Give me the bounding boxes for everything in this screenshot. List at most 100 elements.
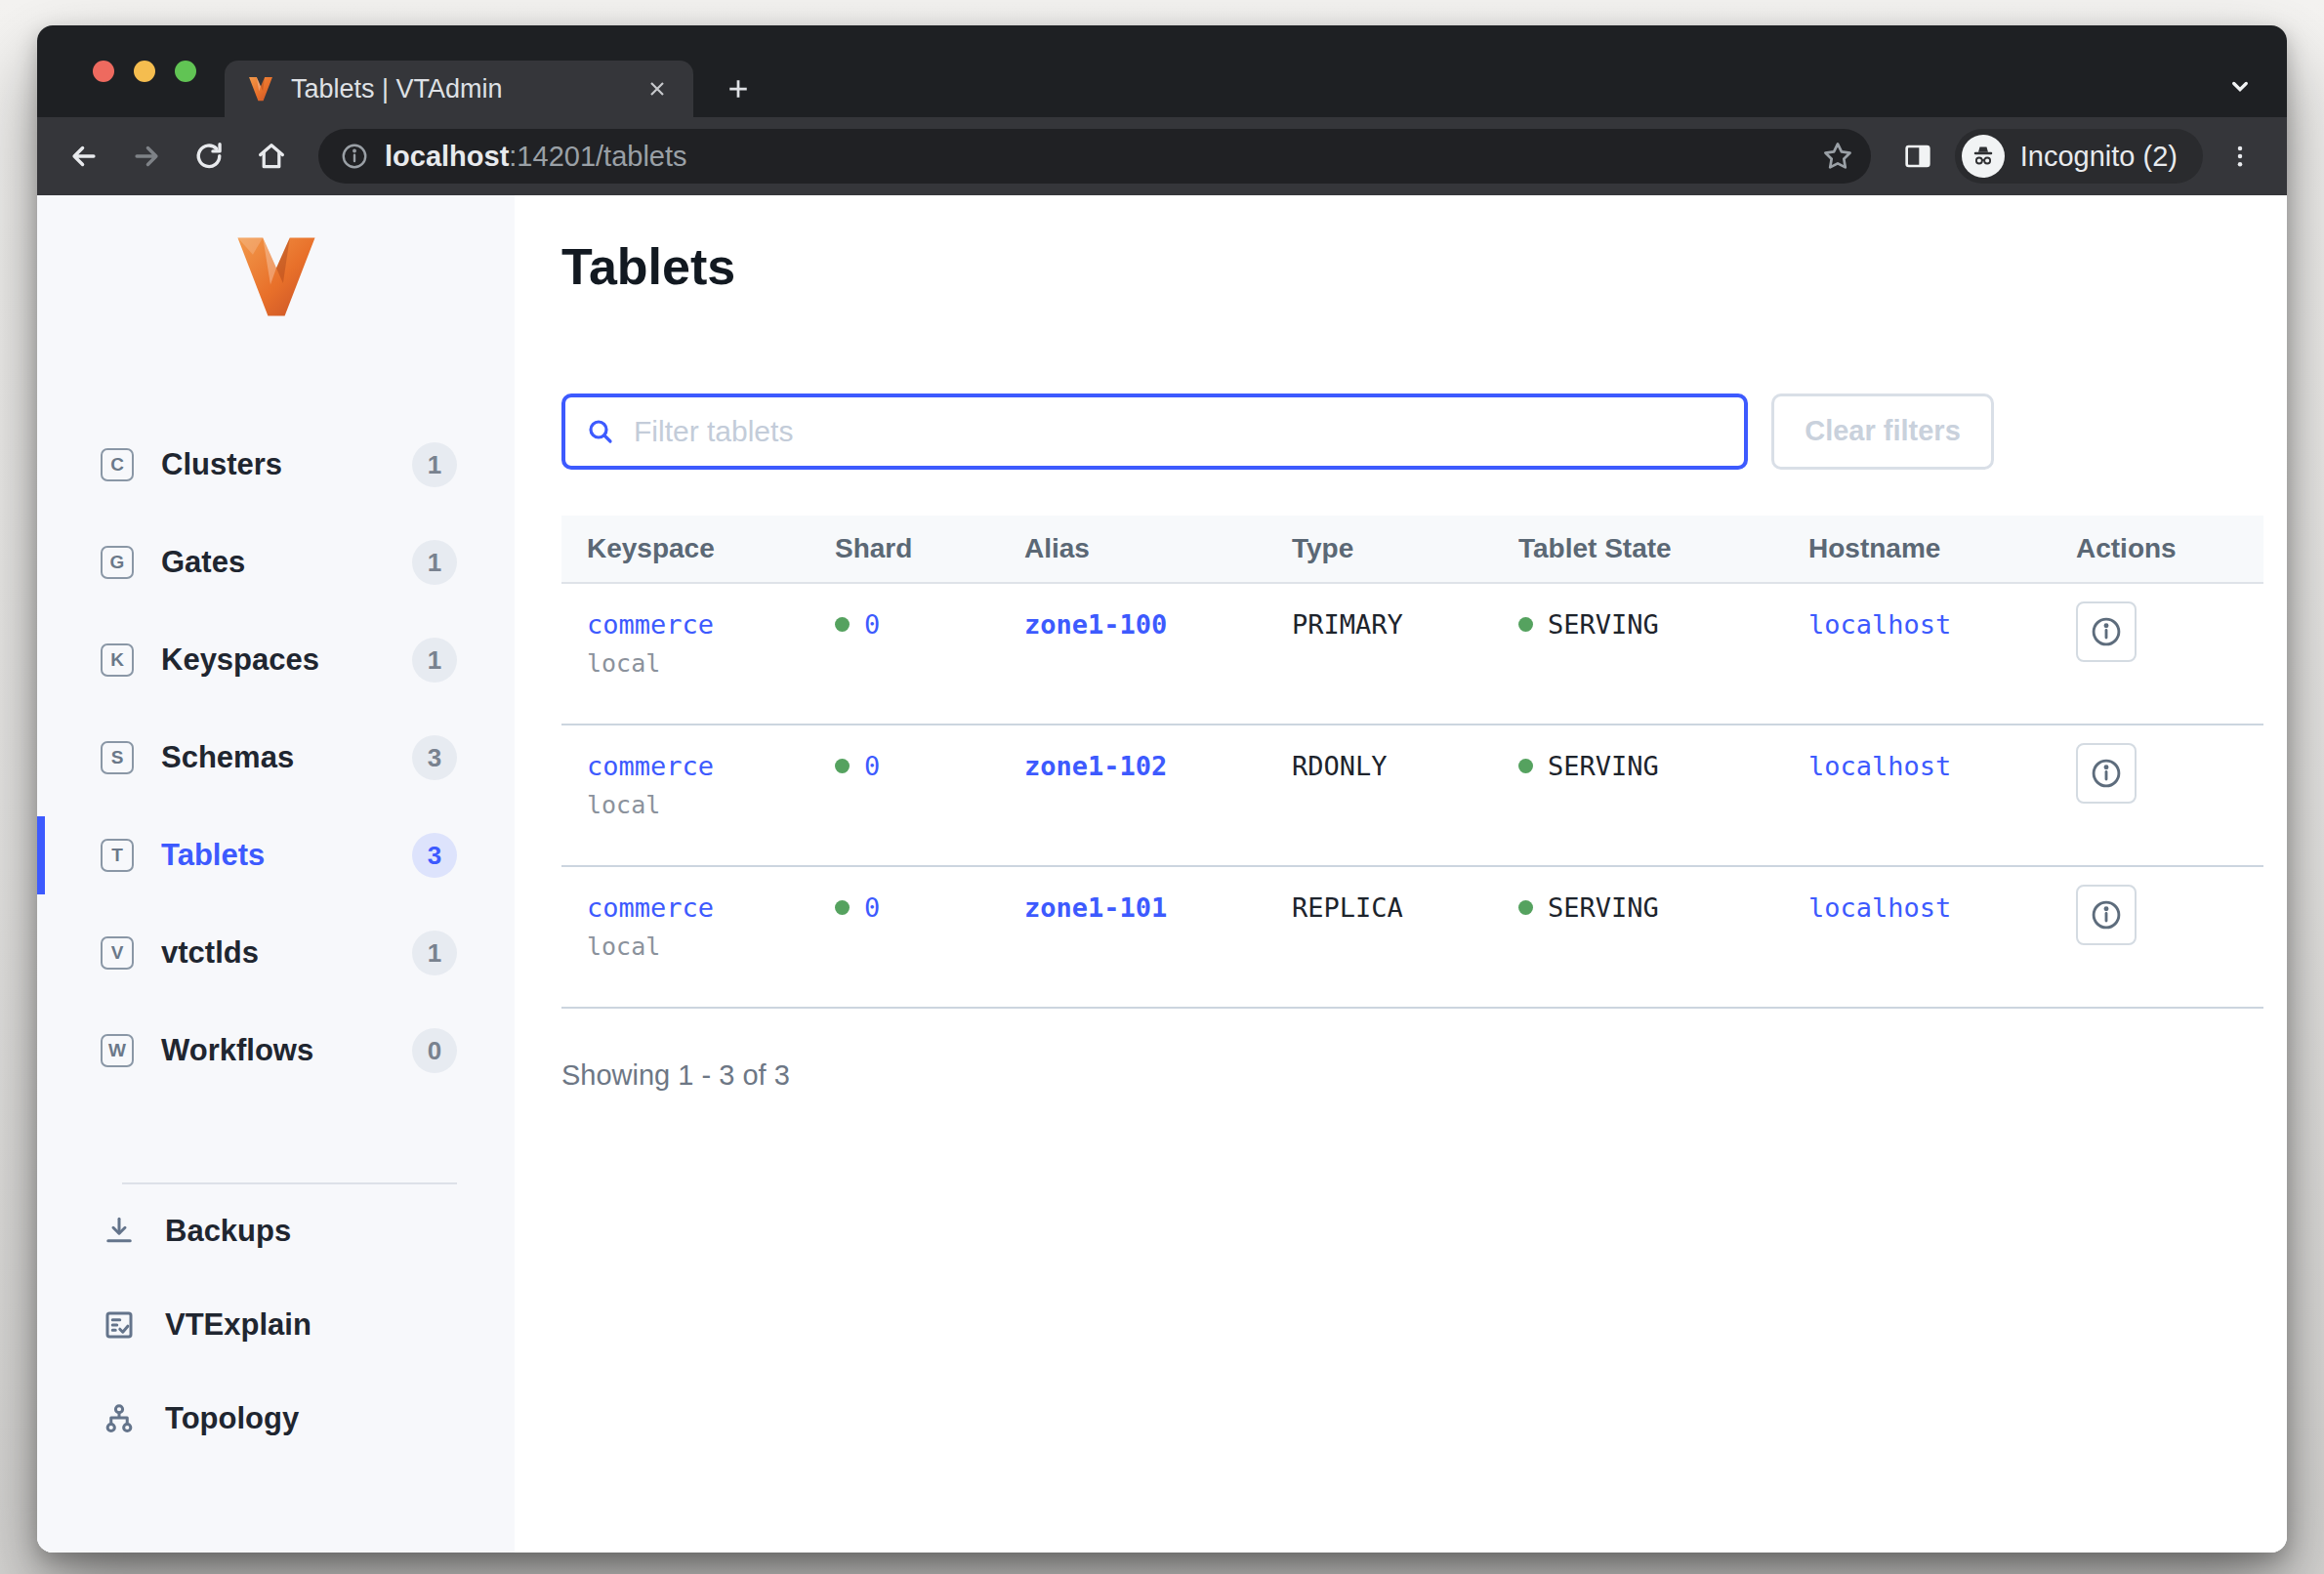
- tablets-letter-icon: T: [101, 839, 134, 872]
- table-row: commerce local 0 zone1-101 REPLICA SERVI…: [561, 867, 2263, 1009]
- tab-bar: Tablets | VTAdmin: [37, 25, 2287, 117]
- forward-icon[interactable]: [121, 131, 172, 182]
- sidebar-item-clusters[interactable]: C Clusters 1: [37, 416, 515, 514]
- sidebar-item-schemas[interactable]: S Schemas 3: [37, 709, 515, 807]
- minimize-window-button[interactable]: [134, 61, 155, 82]
- browser-menu-icon[interactable]: [2215, 131, 2265, 182]
- hostname-link[interactable]: localhost: [1808, 751, 2076, 781]
- shard-cell: 0: [835, 751, 1024, 781]
- sidebar-item-tablets[interactable]: T Tablets 3: [37, 807, 515, 904]
- clear-filters-button[interactable]: Clear filters: [1771, 394, 1994, 470]
- cluster-name: local: [587, 649, 835, 678]
- vitess-favicon-icon: [248, 76, 273, 102]
- cluster-name: local: [587, 932, 835, 961]
- shard-status-dot: [835, 759, 850, 773]
- site-info-icon[interactable]: [340, 142, 369, 171]
- close-window-button[interactable]: [93, 61, 114, 82]
- tablet-state-cell: SERVING: [1518, 751, 1808, 781]
- alias-link[interactable]: zone1-100: [1024, 609, 1292, 640]
- keyspace-link[interactable]: commerce: [587, 751, 835, 781]
- shard-link[interactable]: 0: [864, 609, 880, 640]
- search-icon: [585, 416, 616, 447]
- sidebar-item-label: Backups: [165, 1214, 291, 1249]
- new-tab-button[interactable]: [717, 67, 760, 110]
- table-row: commerce local 0 zone1-100 PRIMARY SERVI…: [561, 584, 2263, 725]
- tablet-info-button[interactable]: [2076, 601, 2137, 662]
- browser-window: Tablets | VTAdmin: [37, 25, 2287, 1553]
- column-header-keyspace: Keyspace: [587, 533, 835, 564]
- table-row: commerce local 0 zone1-102 RDONLY SERVIN…: [561, 725, 2263, 867]
- serving-status-dot: [1518, 900, 1533, 915]
- shard-cell: 0: [835, 892, 1024, 923]
- actions-cell: [2076, 892, 2263, 945]
- alias-link[interactable]: zone1-102: [1024, 751, 1292, 781]
- vtctlds-letter-icon: V: [101, 936, 134, 970]
- shard-cell: 0: [835, 609, 1024, 640]
- tab-search-chevron-icon[interactable]: [2220, 66, 2260, 105]
- table-header-row: Keyspace Shard Alias Type Tablet State H…: [561, 516, 2263, 584]
- keyspace-link[interactable]: commerce: [587, 609, 835, 640]
- topology-icon: [101, 1400, 138, 1437]
- sidebar-item-vtctlds[interactable]: V vtctlds 1: [37, 904, 515, 1002]
- sidebar-item-gates[interactable]: G Gates 1: [37, 514, 515, 611]
- shard-status-dot: [835, 617, 850, 632]
- bookmark-star-icon[interactable]: [1820, 139, 1855, 174]
- browser-tab[interactable]: Tablets | VTAdmin: [225, 61, 693, 117]
- main-panel: Tablets Clear filters Keyspace Shard A: [515, 195, 2287, 1553]
- column-header-type: Type: [1292, 533, 1518, 564]
- doc-check-icon: [101, 1306, 138, 1344]
- column-header-tablet-state: Tablet State: [1518, 533, 1808, 564]
- back-icon[interactable]: [59, 131, 109, 182]
- actions-cell: [2076, 609, 2263, 662]
- tab-close-icon[interactable]: [641, 72, 674, 105]
- count-badge: 1: [412, 442, 457, 487]
- url-bar[interactable]: localhost:14201/tablets: [318, 129, 1871, 184]
- reload-icon[interactable]: [184, 131, 234, 182]
- sidebar-item-backups[interactable]: Backups: [37, 1184, 515, 1278]
- tablet-info-button[interactable]: [2076, 743, 2137, 804]
- keyspace-cell: commerce local: [587, 609, 835, 678]
- sidebar-item-label: Tablets: [161, 838, 412, 873]
- sidebar-item-keyspaces[interactable]: K Keyspaces 1: [37, 611, 515, 709]
- hostname-link[interactable]: localhost: [1808, 892, 2076, 923]
- alias-link[interactable]: zone1-101: [1024, 892, 1292, 923]
- url-text: localhost:14201/tablets: [385, 141, 687, 173]
- tablet-type: PRIMARY: [1292, 609, 1518, 640]
- actions-cell: [2076, 751, 2263, 804]
- sidebar-tools: Backups VTExplain Topology: [37, 1184, 515, 1466]
- vitess-logo[interactable]: [37, 234, 515, 318]
- pagination-status: Showing 1 - 3 of 3: [561, 1059, 2263, 1092]
- sidebar-item-topology[interactable]: Topology: [37, 1372, 515, 1466]
- sidebar-item-label: Gates: [161, 545, 412, 580]
- count-badge: 3: [412, 833, 457, 878]
- shard-link[interactable]: 0: [864, 892, 880, 923]
- filter-row: Clear filters: [561, 394, 2263, 470]
- sidebar-item-label: vtctlds: [161, 935, 412, 971]
- desktop-background: Tablets | VTAdmin: [0, 0, 2324, 1574]
- tablet-state: SERVING: [1548, 609, 1659, 640]
- browser-toolbar: localhost:14201/tablets: [37, 117, 2287, 195]
- hostname-link[interactable]: localhost: [1808, 609, 2076, 640]
- incognito-icon: [1962, 135, 2005, 178]
- filter-tablets-input[interactable]: [634, 415, 1724, 448]
- column-header-actions: Actions: [2076, 533, 2263, 564]
- zoom-window-button[interactable]: [175, 61, 196, 82]
- keyspace-link[interactable]: commerce: [587, 892, 835, 923]
- shard-link[interactable]: 0: [864, 751, 880, 781]
- column-header-shard: Shard: [835, 533, 1024, 564]
- side-panel-icon[interactable]: [1892, 131, 1943, 182]
- sidebar-item-vtexplain[interactable]: VTExplain: [37, 1278, 515, 1372]
- home-icon[interactable]: [246, 131, 297, 182]
- incognito-badge: Incognito (2): [1955, 129, 2203, 184]
- sidebar-item-label: Schemas: [161, 740, 412, 775]
- incognito-label: Incognito (2): [2020, 141, 2178, 173]
- traffic-lights: [93, 61, 196, 82]
- download-icon: [101, 1213, 138, 1250]
- sidebar-item-label: Topology: [165, 1401, 299, 1436]
- serving-status-dot: [1518, 759, 1533, 773]
- tablet-info-button[interactable]: [2076, 885, 2137, 945]
- sidebar-item-workflows[interactable]: W Workflows 0: [37, 1002, 515, 1099]
- count-badge: 0: [412, 1028, 457, 1073]
- sidebar-item-label: Workflows: [161, 1033, 412, 1068]
- sidebar: C Clusters 1 G Gates 1 K Keyspaces 1: [37, 195, 515, 1553]
